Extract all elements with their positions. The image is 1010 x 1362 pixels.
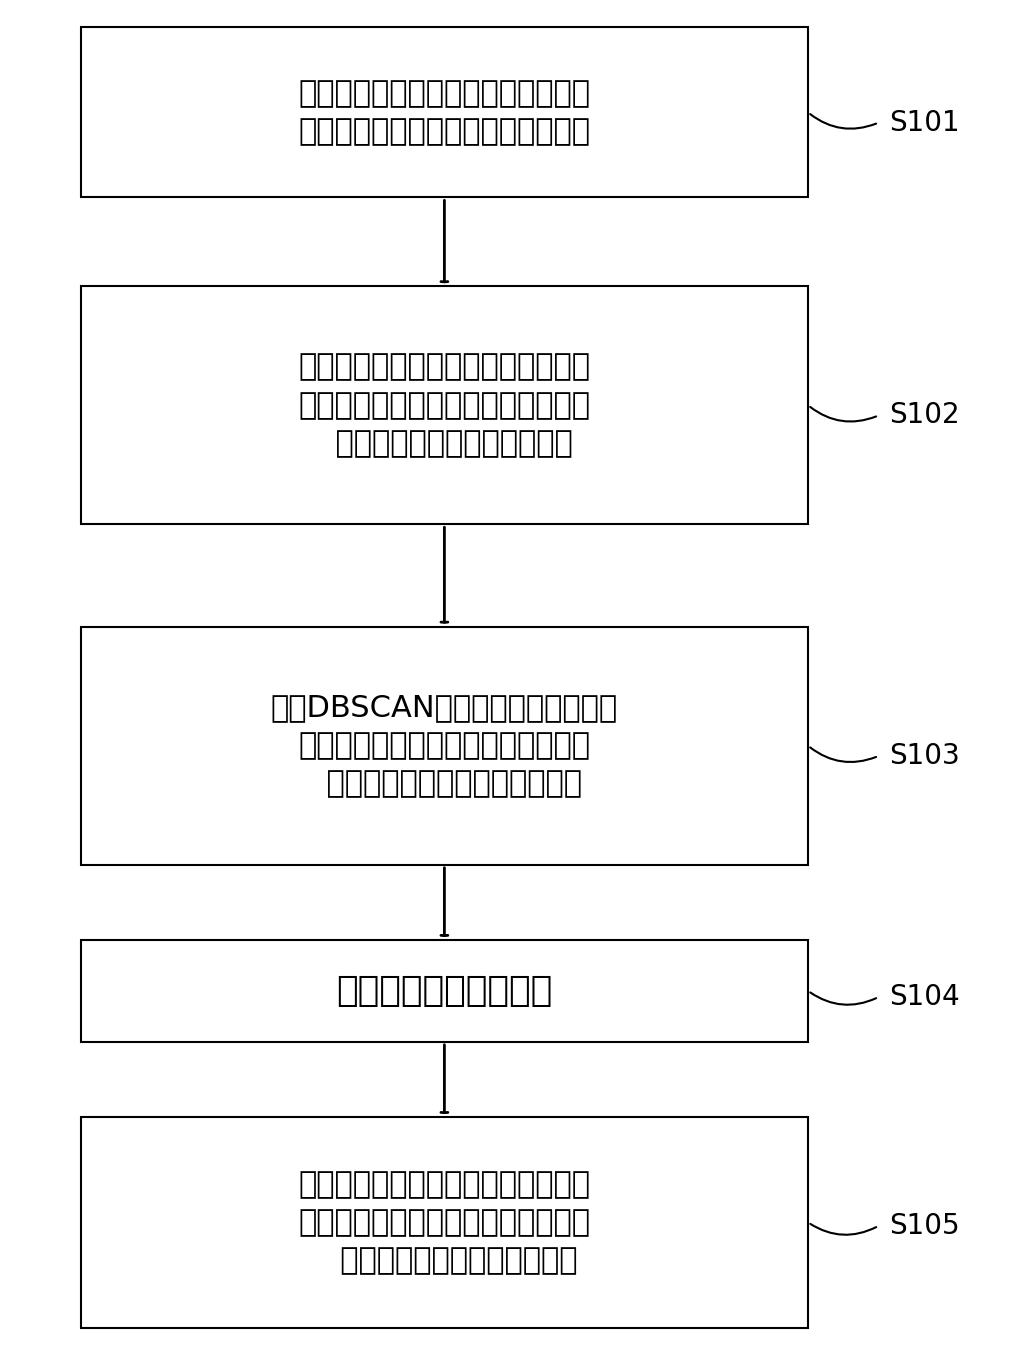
FancyBboxPatch shape	[81, 940, 808, 1042]
Text: 获取视频类应用的数据信息，其中数
据信息包括统计时段和网络参数信息: 获取视频类应用的数据信息，其中数 据信息包括统计时段和网络参数信息	[298, 79, 591, 146]
FancyBboxPatch shape	[81, 627, 808, 865]
Text: 按聚类簇划分网络类型: 按聚类簇划分网络类型	[336, 974, 552, 1008]
FancyBboxPatch shape	[81, 286, 808, 524]
Text: 根据预设的时间阈值确定每个网络类
型在所有网络类型中的目标占比，并
   根据目标占比确定网络稳定性: 根据预设的时间阈值确定每个网络类 型在所有网络类型中的目标占比，并 根据目标占比…	[298, 1170, 591, 1275]
Text: S102: S102	[889, 402, 959, 429]
FancyBboxPatch shape	[81, 1117, 808, 1328]
FancyBboxPatch shape	[81, 27, 808, 197]
Text: 基于统计时段将网络参数信息划分为
多个参数簇，计算每个参数簇的目标
  平均时延和网络的连接成功率: 基于统计时段将网络参数信息划分为 多个参数簇，计算每个参数簇的目标 平均时延和网…	[298, 353, 591, 458]
Text: S105: S105	[889, 1212, 959, 1239]
Text: S103: S103	[889, 742, 959, 770]
Text: S104: S104	[889, 983, 959, 1011]
Text: 利用DBSCAN聚类算法，以目标平均
时延和连接成功率为特征值对多个参
  数簇进行聚类分析，得到聚类簇: 利用DBSCAN聚类算法，以目标平均 时延和连接成功率为特征值对多个参 数簇进行…	[271, 693, 618, 798]
Text: S101: S101	[889, 109, 959, 136]
